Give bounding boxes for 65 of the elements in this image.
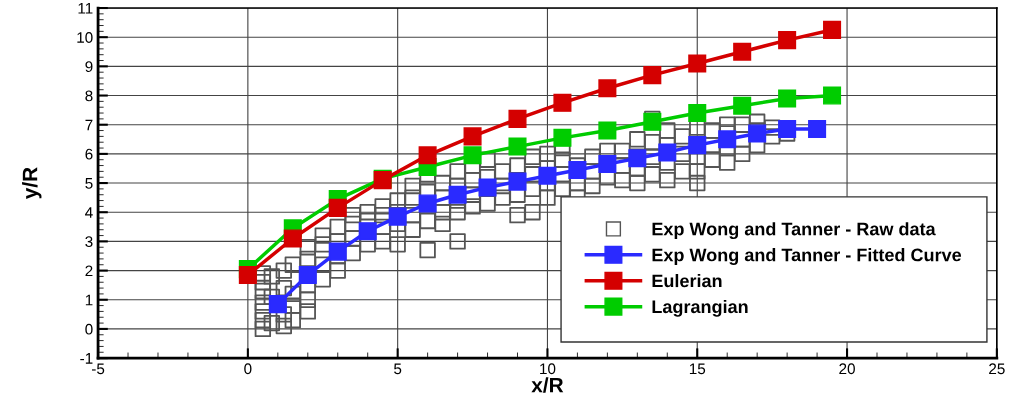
y-tick-label: 1: [85, 294, 93, 306]
point: [823, 86, 842, 105]
point: [328, 198, 347, 217]
point: [553, 93, 572, 112]
y-tick-label: 7: [85, 119, 93, 131]
point: [748, 124, 767, 143]
y-tick-label: 0: [85, 323, 93, 335]
point: [733, 96, 752, 115]
point: [778, 120, 797, 139]
legend-label: Lagrangian: [652, 299, 748, 317]
x-tick-label: -5: [91, 363, 105, 375]
point: [418, 194, 437, 213]
point: [568, 160, 587, 179]
y-tick-label: 8: [85, 90, 93, 102]
point: [658, 143, 677, 162]
point: [778, 89, 797, 108]
point: [328, 242, 347, 261]
point: [808, 120, 827, 139]
point: [598, 155, 617, 174]
x-tick-label: 25: [989, 363, 1005, 375]
x-tick-label: 10: [540, 363, 556, 375]
y-tick-label: 9: [85, 61, 93, 73]
point: [733, 42, 752, 61]
point: [643, 66, 662, 85]
legend-label: Eulerian: [652, 274, 722, 288]
y-tick-label: 2: [85, 265, 93, 277]
x-tick-label: 0: [244, 363, 252, 375]
point: [778, 31, 797, 50]
point: [538, 166, 557, 185]
point: [283, 229, 302, 248]
y-tick-label: 6: [85, 148, 93, 160]
y-tick-label: 5: [85, 178, 93, 189]
legend-label: Exp Wong and Tanner - Raw data: [652, 222, 936, 240]
point: [268, 295, 287, 314]
point: [298, 265, 317, 284]
x-tick-label: 15: [689, 363, 706, 375]
point: [508, 172, 527, 191]
point: [448, 185, 467, 204]
point: [463, 146, 482, 165]
point: [598, 79, 617, 98]
point: [688, 136, 707, 155]
point: [388, 207, 407, 226]
y-tick-label: 10: [77, 32, 93, 43]
legend-label: Exp Wong and Tanner - Fitted Curve: [652, 248, 962, 265]
point: [598, 121, 617, 140]
point: [418, 146, 437, 165]
y-tick-label: 4: [85, 207, 93, 218]
x-axis-title: x/R: [531, 377, 564, 393]
x-tick-label: 5: [394, 363, 402, 375]
point: [508, 109, 527, 128]
point: [688, 54, 707, 73]
point: [478, 178, 497, 197]
y-tick-label: 3: [85, 236, 93, 248]
x-tick-label: 20: [839, 363, 855, 375]
point: [688, 104, 707, 123]
point: [823, 20, 842, 39]
point: [718, 130, 737, 149]
y-tick-label: 11: [78, 3, 93, 14]
point: [463, 127, 482, 146]
point: [508, 137, 527, 156]
point: [553, 128, 572, 147]
y-tick-label: -1: [80, 353, 93, 364]
point: [238, 265, 257, 284]
y-axis-title: y/R: [22, 167, 42, 200]
point: [358, 222, 377, 241]
